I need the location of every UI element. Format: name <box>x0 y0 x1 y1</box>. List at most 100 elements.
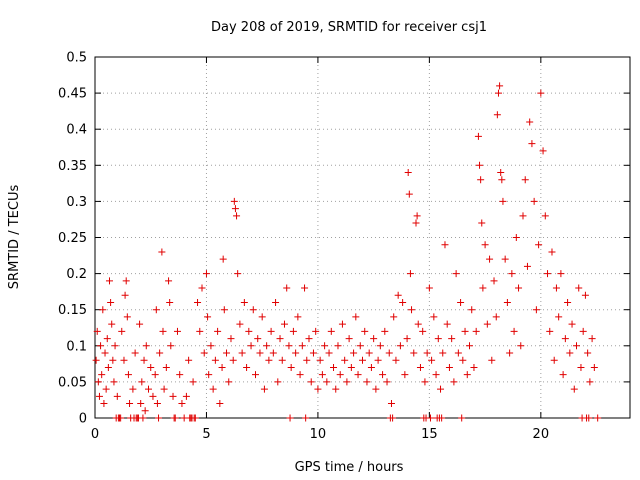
data-point <box>528 140 536 148</box>
data-point <box>588 335 596 343</box>
data-point <box>245 327 253 335</box>
data-point <box>274 378 282 386</box>
data-point <box>101 349 109 357</box>
data-point <box>230 197 238 205</box>
data-point <box>109 356 117 364</box>
data-point <box>136 320 144 328</box>
data-point <box>359 356 366 364</box>
y-tick-label: 0.05 <box>58 375 87 390</box>
data-point <box>434 335 442 343</box>
data-point <box>426 414 434 422</box>
data-point <box>231 205 239 213</box>
data-point <box>158 248 166 256</box>
x-axis-label: GPS time / hours <box>295 460 404 475</box>
data-point <box>204 313 212 321</box>
data-point <box>142 342 150 350</box>
data-point <box>347 363 355 371</box>
data-point <box>457 298 465 306</box>
data-point <box>303 356 311 364</box>
data-point <box>102 385 110 393</box>
data-point <box>559 371 567 379</box>
data-point <box>403 335 411 343</box>
data-point <box>466 342 473 350</box>
data-point <box>517 342 525 350</box>
data-point <box>272 298 280 306</box>
data-point <box>312 327 320 335</box>
data-point <box>252 371 259 379</box>
data-point <box>515 284 523 292</box>
data-point <box>575 284 583 292</box>
data-point <box>117 414 125 422</box>
data-point <box>425 284 433 292</box>
data-point <box>503 298 511 306</box>
data-point <box>454 349 462 357</box>
data-point <box>383 378 391 386</box>
data-point <box>568 320 576 328</box>
data-point <box>93 327 101 335</box>
data-point <box>486 255 494 263</box>
data-point <box>414 320 422 328</box>
data-point <box>523 262 531 270</box>
data-point <box>209 385 217 393</box>
grid-lines <box>95 57 630 418</box>
y-tick-label: 0.4 <box>66 123 87 138</box>
data-point <box>258 313 266 321</box>
data-point <box>243 363 251 371</box>
data-point <box>564 298 572 306</box>
data-point <box>474 132 482 140</box>
data-point <box>432 371 440 379</box>
data-point <box>585 414 593 422</box>
data-point <box>519 212 527 220</box>
data-point <box>412 219 420 227</box>
data-point <box>123 313 131 321</box>
x-tick-label: 15 <box>421 427 438 442</box>
data-point <box>285 342 293 350</box>
data-point <box>481 241 489 249</box>
data-point <box>443 320 451 328</box>
data-point <box>108 320 116 328</box>
data-point <box>160 385 168 393</box>
data-point <box>294 313 302 321</box>
data-point <box>219 255 227 263</box>
data-point <box>234 270 242 278</box>
x-tick-label: 0 <box>91 427 99 442</box>
data-point <box>494 89 502 97</box>
data-point <box>118 327 126 335</box>
data-point <box>458 414 466 422</box>
data-point <box>155 414 163 422</box>
data-point <box>131 349 139 357</box>
data-point <box>461 327 469 335</box>
data-point <box>570 385 578 393</box>
data-point <box>321 342 329 350</box>
data-point <box>492 313 500 321</box>
data-point <box>129 385 137 393</box>
data-point <box>289 327 297 335</box>
data-point <box>325 349 333 357</box>
data-point <box>138 378 146 386</box>
data-point <box>423 349 431 357</box>
data-point <box>437 385 445 393</box>
data-point <box>557 270 565 278</box>
data-point <box>265 356 273 364</box>
data-point <box>394 291 402 299</box>
y-tick-label: 0.15 <box>58 303 87 318</box>
data-point <box>185 356 193 364</box>
data-point <box>214 327 222 335</box>
data-point <box>488 356 496 364</box>
data-point <box>225 378 233 386</box>
data-point <box>405 190 413 198</box>
data-point <box>113 392 121 400</box>
data-point <box>499 197 507 205</box>
data-point <box>573 342 580 350</box>
data-point <box>94 378 102 386</box>
data-point <box>512 234 520 241</box>
data-point <box>550 356 558 364</box>
data-point <box>483 320 491 328</box>
data-point <box>345 335 353 343</box>
data-point <box>428 356 436 364</box>
data-point <box>170 414 178 422</box>
data-point <box>147 363 155 371</box>
data-point <box>537 89 545 97</box>
data-point <box>280 320 288 328</box>
data-point <box>579 327 587 335</box>
